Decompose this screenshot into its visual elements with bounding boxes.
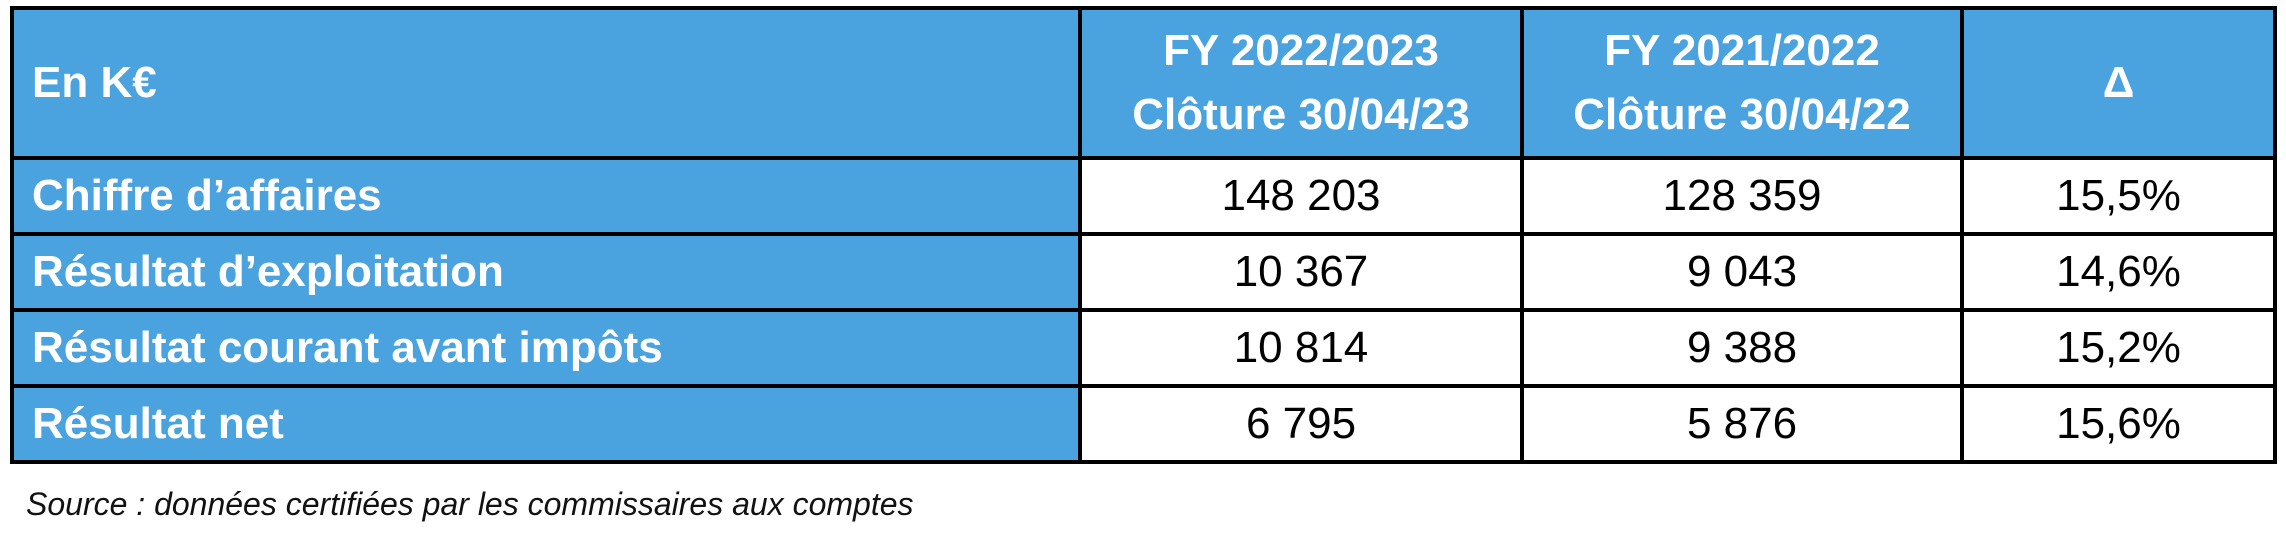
data-row: Résultat d’exploitation 10 367 9 043 14,6%: [10, 232, 2277, 312]
data-row: Chiffre d’affaires 148 203 128 359 15,5%: [10, 156, 2277, 236]
header-cell: En K€: [10, 6, 1082, 160]
value-cell: 15,2%: [1960, 308, 2277, 388]
header-line: Clôture 30/04/23: [1132, 90, 1470, 139]
row-label: Résultat net: [10, 384, 1082, 464]
value-cell: 5 876: [1520, 384, 1964, 464]
header-line: Clôture 30/04/22: [1573, 90, 1911, 139]
data-row: Résultat courant avant impôts 10 814 9 388…: [10, 308, 2277, 388]
header-line: FY 2021/2022: [1604, 26, 1880, 75]
header-line: FY 2022/2023: [1163, 26, 1439, 75]
results-table: En K€ FY 2022/2023 Clôture 30/04/23 FY 2021…: [10, 6, 2277, 464]
row-label: Chiffre d’affaires: [10, 156, 1082, 236]
header-cell: FY 2021/2022 Clôture 30/04/22: [1520, 6, 1964, 160]
value-cell: 10 814: [1078, 308, 1524, 388]
header-cell: FY 2022/2023 Clôture 30/04/23: [1078, 6, 1524, 160]
value-cell: 148 203: [1078, 156, 1524, 236]
value-cell: 9 388: [1520, 308, 1964, 388]
row-label: Résultat courant avant impôts: [10, 308, 1082, 388]
value-cell: 14,6%: [1960, 232, 2277, 312]
value-cell: 6 795: [1078, 384, 1524, 464]
source-note: Source : données certifiées par les comm…: [26, 486, 914, 522]
row-label: Résultat d’exploitation: [10, 232, 1082, 312]
table-body: En K€ FY 2022/2023 Clôture 30/04/23 FY 2021…: [10, 6, 2277, 464]
data-row: Résultat net 6 795 5 876 15,6%: [10, 384, 2277, 464]
value-cell: 128 359: [1520, 156, 1964, 236]
header-row: En K€ FY 2022/2023 Clôture 30/04/23 FY 2021…: [10, 6, 2277, 160]
value-cell: 10 367: [1078, 232, 1524, 312]
value-cell: 15,6%: [1960, 384, 2277, 464]
value-cell: 15,5%: [1960, 156, 2277, 236]
header-cell: Δ: [1960, 6, 2277, 160]
value-cell: 9 043: [1520, 232, 1964, 312]
